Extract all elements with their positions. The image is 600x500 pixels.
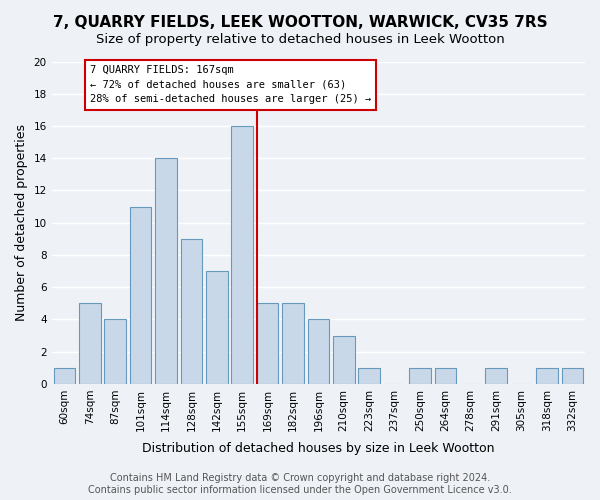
Bar — [358, 368, 380, 384]
Bar — [130, 206, 151, 384]
Text: 7, QUARRY FIELDS, LEEK WOOTTON, WARWICK, CV35 7RS: 7, QUARRY FIELDS, LEEK WOOTTON, WARWICK,… — [53, 15, 547, 30]
Bar — [536, 368, 557, 384]
Bar — [257, 304, 278, 384]
Bar — [206, 271, 227, 384]
Bar — [333, 336, 355, 384]
Bar — [434, 368, 456, 384]
Text: 7 QUARRY FIELDS: 167sqm
← 72% of detached houses are smaller (63)
28% of semi-de: 7 QUARRY FIELDS: 167sqm ← 72% of detache… — [90, 64, 371, 104]
Text: Size of property relative to detached houses in Leek Wootton: Size of property relative to detached ho… — [95, 32, 505, 46]
X-axis label: Distribution of detached houses by size in Leek Wootton: Distribution of detached houses by size … — [142, 442, 494, 455]
Bar — [155, 158, 177, 384]
Bar — [562, 368, 583, 384]
Y-axis label: Number of detached properties: Number of detached properties — [15, 124, 28, 321]
Bar — [409, 368, 431, 384]
Bar — [79, 304, 101, 384]
Bar — [282, 304, 304, 384]
Bar — [53, 368, 75, 384]
Bar — [308, 320, 329, 384]
Bar — [485, 368, 507, 384]
Bar — [181, 239, 202, 384]
Bar — [104, 320, 126, 384]
Bar — [232, 126, 253, 384]
Text: Contains HM Land Registry data © Crown copyright and database right 2024.
Contai: Contains HM Land Registry data © Crown c… — [88, 474, 512, 495]
